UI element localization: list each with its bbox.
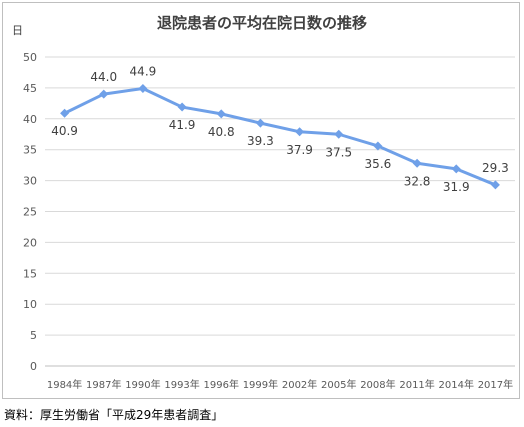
source-note: 資料：厚生労働省「平成29年患者調査」: [4, 408, 224, 422]
series-line: [63, 87, 497, 187]
data-label: 44.0: [90, 70, 117, 84]
x-tick-label: 2017年: [478, 378, 513, 391]
y-tick-label: 30: [23, 175, 37, 188]
y-tick-label: 0: [30, 360, 37, 373]
y-tick-label: 35: [23, 144, 37, 157]
y-tick-label: 45: [23, 82, 37, 95]
y-tick-label: 15: [23, 267, 37, 280]
x-tick-label: 1996年: [204, 378, 239, 391]
data-point: [334, 129, 344, 139]
x-tick-label: 1993年: [164, 378, 199, 391]
data-label: 32.8: [404, 174, 431, 188]
chart-title: 退院患者の平均在院日数の推移: [156, 14, 367, 32]
data-point: [255, 118, 265, 128]
data-point: [451, 164, 461, 174]
y-tick-label: 10: [23, 298, 37, 311]
data-label: 39.3: [247, 134, 274, 148]
x-tick-label: 2008年: [360, 378, 395, 391]
data-label: 41.9: [169, 118, 196, 132]
data-label: 37.5: [325, 145, 352, 159]
x-tick-label: 1999年: [243, 378, 278, 391]
data-point: [412, 158, 422, 168]
chart-frame: [2, 2, 520, 399]
x-tick-label: 1987年: [86, 378, 121, 391]
data-point: [295, 127, 305, 137]
x-tick-label: 2011年: [399, 378, 434, 391]
data-label: 35.6: [365, 157, 392, 171]
data-point: [60, 108, 70, 118]
data-label: 40.9: [51, 124, 78, 138]
x-tick-label: 2014年: [439, 378, 474, 391]
data-label: 44.9: [130, 65, 157, 79]
data-point: [177, 102, 187, 112]
x-tick-label: 1990年: [125, 378, 160, 391]
data-label: 31.9: [443, 180, 470, 194]
x-tick-label: 1984年: [47, 378, 82, 391]
data-point: [99, 89, 109, 99]
data-point: [138, 84, 148, 94]
data-point: [373, 141, 383, 151]
y-tick-label: 20: [23, 236, 37, 249]
data-point: [216, 109, 226, 119]
data-label: 29.3: [482, 161, 509, 175]
x-tick-label: 2005年: [321, 378, 356, 391]
data-point: [490, 180, 500, 190]
y-tick-label: 50: [23, 51, 37, 64]
y-tick-label: 5: [30, 329, 37, 342]
data-label: 40.8: [208, 125, 235, 139]
y-tick-label: 40: [23, 113, 37, 126]
x-tick-label: 2002年: [282, 378, 317, 391]
data-label: 37.9: [286, 143, 313, 157]
y-tick-label: 25: [23, 206, 37, 219]
y-axis-label: 日: [12, 24, 23, 37]
